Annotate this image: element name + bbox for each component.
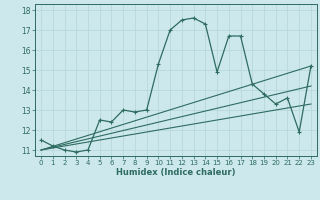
X-axis label: Humidex (Indice chaleur): Humidex (Indice chaleur)	[116, 168, 236, 177]
